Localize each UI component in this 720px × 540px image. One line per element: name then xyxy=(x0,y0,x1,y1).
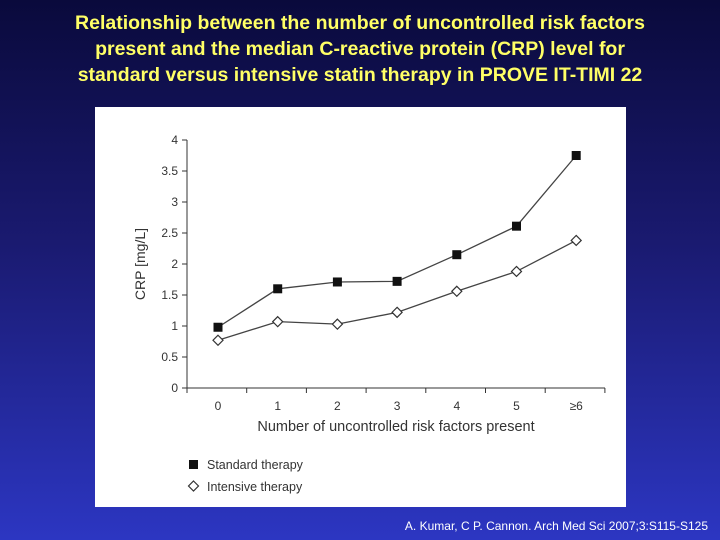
x-tick-label: 4 xyxy=(453,399,460,413)
data-point-intensive xyxy=(391,306,403,319)
y-tick-label: 1.5 xyxy=(161,288,178,302)
legend-label-intensive: Intensive therapy xyxy=(207,480,303,494)
y-tick-label: 4 xyxy=(171,133,178,147)
data-point-intensive xyxy=(271,315,284,328)
x-tick-label: 1 xyxy=(274,399,281,413)
data-point-intensive xyxy=(510,265,523,278)
y-tick-label: 0 xyxy=(171,381,178,395)
slide-title: Relationship between the number of uncon… xyxy=(0,10,720,88)
legend: Standard therapy Intensive therapy xyxy=(187,458,304,494)
x-ticks: 0 1 2 3 4 5 ≥6 xyxy=(186,388,606,413)
x-tick-label: 0 xyxy=(215,399,222,413)
chart-panel: CRP [mg/L] Number of uncontrolled risk f… xyxy=(95,107,626,507)
slide-title-line-2: present and the median C-reactive protei… xyxy=(95,38,625,60)
data-point-standard xyxy=(452,250,462,260)
legend-marker-standard xyxy=(189,460,198,469)
x-tick-label: ≥6 xyxy=(570,399,584,413)
data-point-standard xyxy=(213,322,223,332)
y-tick-label: 1 xyxy=(171,319,178,333)
y-tick-label: 3 xyxy=(171,195,178,209)
data-point-intensive xyxy=(212,334,224,347)
crp-line-chart: CRP [mg/L] Number of uncontrolled risk f… xyxy=(132,133,606,494)
x-tick-label: 3 xyxy=(394,399,401,413)
data-point-standard xyxy=(392,276,402,286)
data-point-standard xyxy=(512,221,521,231)
x-tick-label: 2 xyxy=(334,399,341,413)
series-line-intensive xyxy=(217,239,577,341)
series-line-standard xyxy=(217,155,577,328)
y-tick-label: 2 xyxy=(171,257,178,271)
legend-label-standard: Standard therapy xyxy=(207,458,304,472)
data-point-standard xyxy=(332,277,342,287)
y-tick-label: 2.5 xyxy=(161,226,178,240)
y-ticks: 0 0.5 1 1.5 2 2.5 3 3.5 4 xyxy=(161,133,187,395)
data-point-intensive xyxy=(570,234,583,247)
slide-title-line-1: Relationship between the number of uncon… xyxy=(75,12,645,34)
y-tick-label: 0.5 xyxy=(161,350,178,364)
slide-title-line-3: standard versus intensive statin therapy… xyxy=(77,64,643,86)
citation: A. Kumar, C P. Cannon. Arch Med Sci 2007… xyxy=(404,519,708,533)
legend-marker-intensive xyxy=(187,480,200,492)
data-point-intensive xyxy=(450,285,463,298)
x-tick-label: 5 xyxy=(513,399,520,413)
data-point-standard xyxy=(571,151,581,160)
y-tick-label: 3.5 xyxy=(161,164,178,178)
y-axis-label: CRP [mg/L] xyxy=(132,228,148,300)
data-point-standard xyxy=(273,284,283,294)
series-markers xyxy=(212,151,583,347)
data-point-intensive xyxy=(331,318,344,330)
x-axis-label: Number of uncontrolled risk factors pres… xyxy=(257,419,534,435)
